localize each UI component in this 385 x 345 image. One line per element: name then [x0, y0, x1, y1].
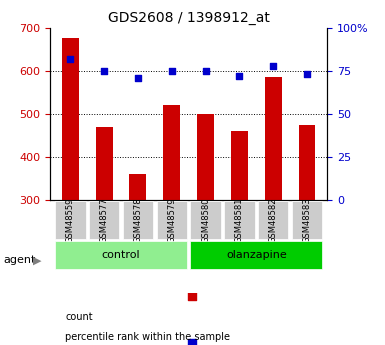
Text: olanzapine: olanzapine	[226, 250, 287, 260]
Text: count: count	[65, 312, 93, 322]
Point	[135, 75, 141, 80]
Bar	[96, 127, 112, 200]
Text: percentile rank within the sample: percentile rank within the sample	[65, 332, 231, 342]
Title: GDS2608 / 1398912_at: GDS2608 / 1398912_at	[108, 11, 270, 25]
Bar	[265, 77, 281, 200]
Text: GSM48583: GSM48583	[303, 197, 311, 243]
Text: GSM48580: GSM48580	[201, 197, 210, 243]
FancyBboxPatch shape	[157, 201, 187, 239]
FancyBboxPatch shape	[292, 201, 322, 239]
FancyBboxPatch shape	[190, 201, 221, 239]
Bar	[231, 131, 248, 200]
FancyBboxPatch shape	[89, 201, 119, 239]
FancyBboxPatch shape	[190, 241, 322, 269]
Point	[189, 293, 196, 298]
Point	[203, 68, 209, 73]
Text: agent: agent	[4, 256, 36, 265]
Point	[270, 63, 276, 68]
FancyBboxPatch shape	[123, 201, 153, 239]
Text: GSM48581: GSM48581	[235, 197, 244, 243]
FancyBboxPatch shape	[55, 241, 187, 269]
Point	[236, 73, 243, 79]
Bar	[129, 174, 146, 200]
Text: GSM48559: GSM48559	[66, 197, 75, 243]
Text: GSM48582: GSM48582	[269, 197, 278, 243]
FancyBboxPatch shape	[224, 201, 254, 239]
Bar	[62, 38, 79, 200]
Text: GSM48579: GSM48579	[167, 197, 176, 243]
Point	[101, 68, 107, 73]
Point	[189, 340, 196, 345]
Point	[67, 56, 74, 61]
FancyBboxPatch shape	[258, 201, 288, 239]
Text: GSM48577: GSM48577	[100, 197, 109, 243]
Text: control: control	[102, 250, 141, 260]
Bar	[197, 114, 214, 200]
Point	[304, 71, 310, 77]
Text: GSM48578: GSM48578	[134, 197, 142, 243]
Bar	[298, 125, 315, 200]
Bar	[163, 105, 180, 200]
Text: ▶: ▶	[33, 256, 41, 265]
Point	[169, 68, 175, 73]
FancyBboxPatch shape	[55, 201, 85, 239]
